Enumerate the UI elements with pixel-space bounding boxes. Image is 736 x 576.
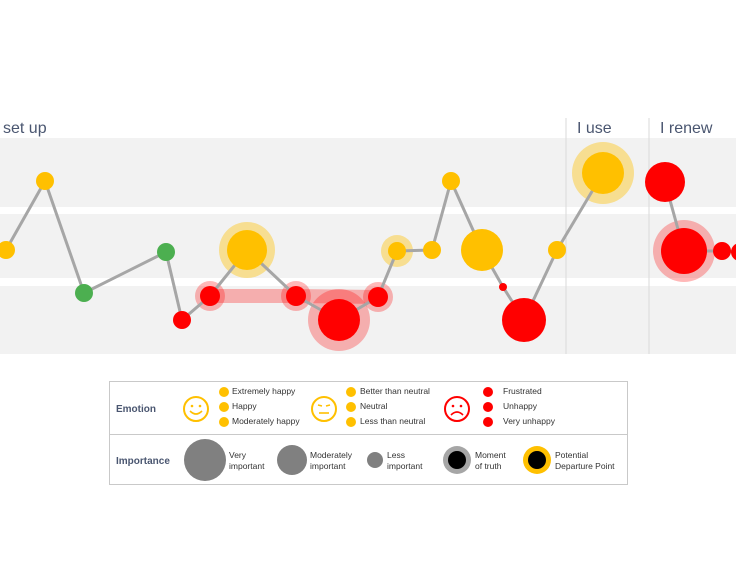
emotion-dot-very-unhappy <box>483 417 493 427</box>
journey-touchpoint <box>318 299 360 341</box>
legend-very-important-line2: important <box>229 461 265 471</box>
emotion-dot-extremely-happy <box>219 387 229 397</box>
journey-touchpoint <box>200 286 220 306</box>
emotion-dot-neutral <box>346 402 356 412</box>
journey-link <box>43 180 86 294</box>
neutral-face-icon <box>311 396 337 422</box>
journey-touchpoint <box>36 172 54 190</box>
legend-very-unhappy: Very unhappy <box>503 416 555 426</box>
journey-touchpoint <box>502 298 546 342</box>
journey-touchpoint <box>423 241 441 259</box>
sad-face-icon <box>444 396 470 422</box>
halo-connector <box>289 289 385 304</box>
emotion-dot-frustrated <box>483 387 493 397</box>
legend-neutral: Neutral <box>360 401 388 411</box>
emotion-dot-unhappy <box>483 402 493 412</box>
legend-extremely-happy: Extremely happy <box>232 386 296 396</box>
journey-touchpoint <box>461 229 503 271</box>
importance-less-important-icon <box>367 452 383 468</box>
journey-touchpoint <box>227 230 267 270</box>
departure-point-icon <box>523 446 551 474</box>
legend-graphics <box>183 387 551 481</box>
journey-touchpoint <box>661 228 707 274</box>
legend-less-important-line2: important <box>387 461 423 471</box>
importance-very-important-icon <box>184 439 226 481</box>
phase-label-renew: I renew <box>660 120 713 137</box>
journey-touchpoint <box>157 243 175 261</box>
journey-link <box>430 180 453 251</box>
legend-less-important-line1: Less <box>387 450 405 460</box>
phase-label-set-up: set up <box>3 120 47 137</box>
journey-touchpoint <box>731 243 736 261</box>
legend-moment-of-truth-line1: Moment <box>475 450 506 460</box>
journey-chart <box>0 118 736 354</box>
legend-emotion-title: Emotion <box>116 404 156 415</box>
legend-departure-point-line1: Potential <box>555 450 589 460</box>
journey-touchpoint <box>442 172 460 190</box>
band-bottom <box>0 286 736 354</box>
journey-touchpoint <box>548 241 566 259</box>
journey-link <box>164 251 184 321</box>
legend-less-than-neutral: Less than neutral <box>360 416 426 426</box>
emotion-dot-less-than-neutral <box>346 417 356 427</box>
journey-touchpoint <box>388 242 406 260</box>
journey-link <box>83 250 167 295</box>
journey-touchpoint <box>645 162 685 202</box>
legend-moderately-happy: Moderately happy <box>232 416 300 426</box>
legend-unhappy: Unhappy <box>503 401 538 411</box>
legend-moment-of-truth-line2: of truth <box>475 461 502 471</box>
legend-moderately-important-line2: important <box>310 461 346 471</box>
journey-touchpoint <box>75 284 93 302</box>
journey-touchpoint <box>173 311 191 329</box>
legend-box: Emotion Importance <box>109 381 628 485</box>
emotion-dot-better-than-neutral <box>346 387 356 397</box>
journey-link <box>4 180 47 251</box>
legend-moderately-important-line1: Moderately <box>310 450 353 460</box>
legend-happy: Happy <box>232 401 257 411</box>
legend-divider <box>110 434 627 435</box>
legend-departure-point-line2: Departure Point <box>555 461 615 471</box>
moment-of-truth-icon <box>443 446 471 474</box>
journey-touchpoint <box>286 286 306 306</box>
legend-very-important-line1: Very <box>229 450 247 460</box>
journey-touchpoint <box>499 283 507 291</box>
importance-moderately-important-icon <box>277 445 307 475</box>
emotion-dot-moderately-happy <box>219 417 229 427</box>
journey-touchpoint <box>582 152 624 194</box>
band-middle <box>0 214 736 278</box>
legend-frustrated: Frustrated <box>503 386 542 396</box>
legend-importance-title: Importance <box>116 456 170 467</box>
legend-better-than-neutral: Better than neutral <box>360 386 430 396</box>
journey-touchpoint <box>0 241 15 259</box>
phase-label-use: I use <box>577 120 612 137</box>
emotion-dot-happy <box>219 402 229 412</box>
journey-touchpoint <box>368 287 388 307</box>
smile-face-icon <box>183 396 209 422</box>
journey-touchpoint <box>713 242 731 260</box>
